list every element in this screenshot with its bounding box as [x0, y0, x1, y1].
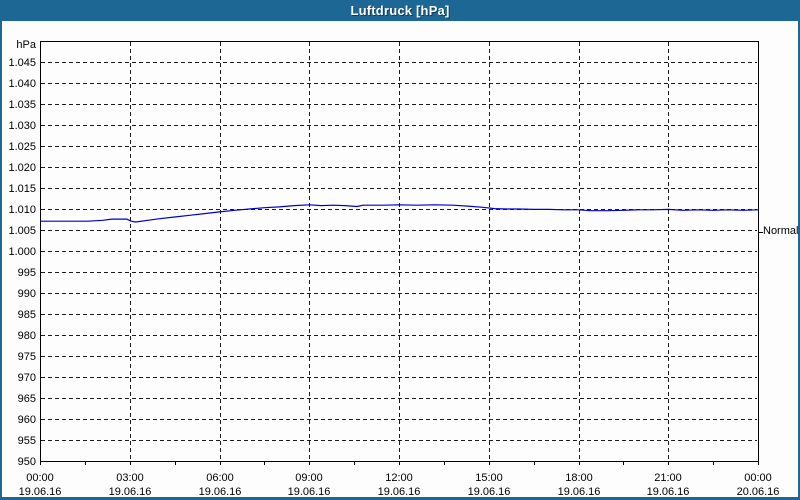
- x-tick-date-label: 19.06.16: [647, 486, 690, 498]
- window-frame-bottom: [0, 497, 800, 500]
- x-tick-time-label: 21:00: [654, 472, 682, 484]
- window-frame-left: [0, 21, 2, 500]
- y-tick-label: 965: [18, 393, 36, 405]
- y-tick-label: 1.025: [8, 141, 36, 153]
- normal-annotation-label: Normal: [763, 225, 799, 237]
- y-tick-label: 955: [18, 435, 36, 447]
- x-tick-date-label: 19.06.16: [378, 486, 421, 498]
- x-tick-time-label: 09:00: [295, 472, 323, 484]
- y-tick-label: 1.000: [8, 246, 36, 258]
- y-tick-label: 1.015: [8, 183, 36, 195]
- y-tick-label: 1.045: [8, 57, 36, 69]
- y-tick-label: 1.020: [8, 162, 36, 174]
- x-tick-time-label: 12:00: [385, 472, 413, 484]
- x-tick-date-label: 20.06.16: [737, 486, 780, 498]
- y-tick-label: 990: [18, 288, 36, 300]
- x-tick-time-label: 06:00: [206, 472, 234, 484]
- x-tick-date-label: 19.06.16: [288, 486, 331, 498]
- x-tick-time-label: 03:00: [116, 472, 144, 484]
- y-axis-unit-label: hPa: [16, 39, 36, 51]
- x-tick-date-label: 19.06.16: [199, 486, 242, 498]
- window-title: Luftdruck [hPa]: [350, 3, 450, 18]
- y-tick-label: 995: [18, 267, 36, 279]
- y-tick-label: 1.040: [8, 78, 36, 90]
- plot-border: [40, 41, 759, 462]
- y-tick-label: 970: [18, 372, 36, 384]
- pressure-series-line: [40, 204, 759, 223]
- x-tick-time-label: 00:00: [26, 472, 54, 484]
- y-tick-label: 1.030: [8, 120, 36, 132]
- window-titlebar: Luftdruck [hPa]: [0, 0, 800, 21]
- y-tick-label: 1.010: [8, 204, 36, 216]
- x-tick-date-label: 19.06.16: [19, 486, 62, 498]
- y-tick-label: 960: [18, 414, 36, 426]
- y-tick-label: 985: [18, 309, 36, 321]
- y-tick-label: 975: [18, 351, 36, 363]
- y-tick-label: 980: [18, 330, 36, 342]
- y-tick-label: 1.005: [8, 225, 36, 237]
- y-tick-label: 950: [18, 456, 36, 468]
- x-tick-time-label: 15:00: [475, 472, 503, 484]
- x-tick-time-label: 00:00: [744, 472, 772, 484]
- x-tick-time-label: 18:00: [565, 472, 593, 484]
- x-tick-date-label: 19.06.16: [109, 486, 152, 498]
- y-tick-label: 1.035: [8, 99, 36, 111]
- window-frame-right: [798, 21, 800, 500]
- x-tick-date-label: 19.06.16: [468, 486, 511, 498]
- x-tick-date-label: 19.06.16: [558, 486, 601, 498]
